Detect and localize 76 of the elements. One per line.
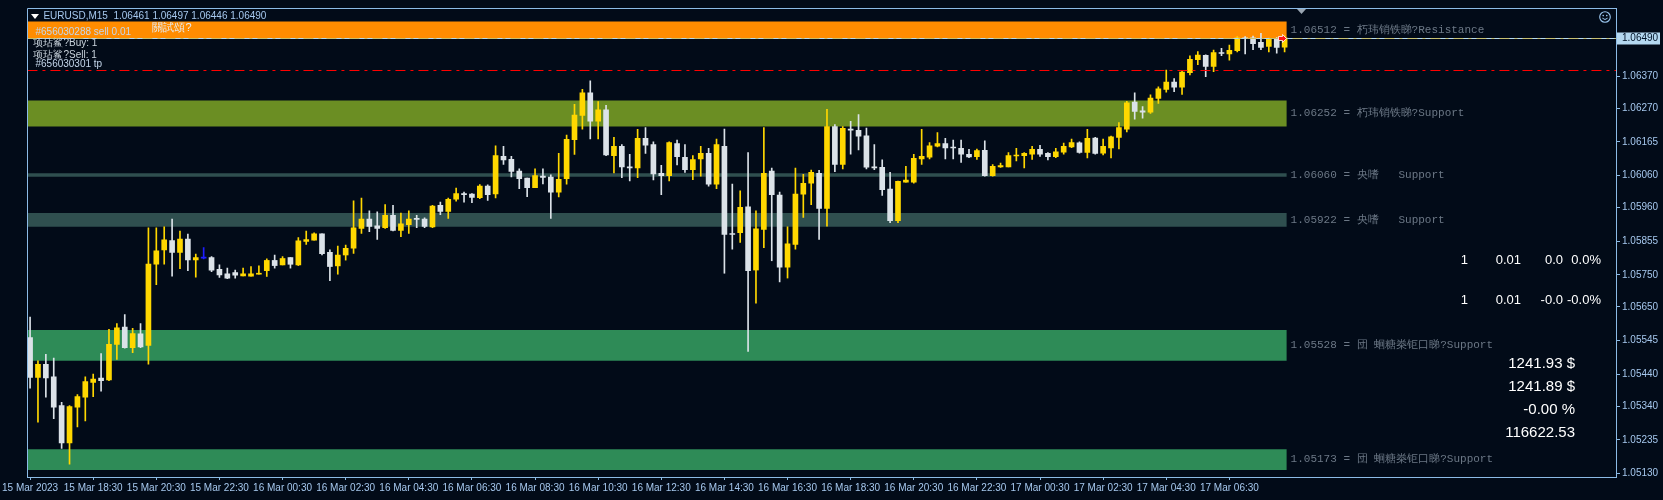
ref-line-label: #656030288 sell 0.01 <box>35 25 132 37</box>
candlestick <box>303 230 310 245</box>
y-tick-label: 1.05855 <box>1622 234 1659 246</box>
x-tick-label: 15 Mar 18:30 <box>63 481 124 493</box>
annotation: 關試頌? <box>152 21 192 34</box>
x-tick-label: 16 Mar 06:30 <box>442 481 502 493</box>
candlestick <box>153 227 160 286</box>
band-label: 1.05922 = 央嗜 Support <box>1290 212 1445 226</box>
x-tick-label: 15 Mar 20:30 <box>126 481 187 493</box>
candlestick <box>540 168 546 185</box>
annotation: 0.01 <box>1495 292 1521 308</box>
y-tick-label: 1.05750 <box>1622 268 1659 280</box>
y-tick-label: 1.06060 <box>1622 169 1659 181</box>
annotation: 1241.93 $ <box>1508 354 1576 372</box>
annotation: 0.01 <box>1495 251 1521 267</box>
candlestick <box>161 226 168 265</box>
y-tick-label: 1.06370 <box>1622 69 1659 81</box>
annotation: 项玷鲨?Buy: 1 <box>33 37 98 49</box>
candlestick <box>256 265 262 275</box>
y-tick-label: 1.05650 <box>1622 300 1659 312</box>
x-tick-label: 16 Mar 04:30 <box>379 481 439 493</box>
candlestick <box>90 373 97 397</box>
candlestick <box>374 211 381 240</box>
x-tick-label: 16 Mar 20:30 <box>884 481 944 493</box>
candlestick <box>98 353 104 392</box>
y-tick-label: 1.06270 <box>1622 102 1659 114</box>
y-tick-label: 1.06165 <box>1622 135 1659 147</box>
x-tick-label: 15 Mar 22:30 <box>189 481 250 493</box>
band-label: 1.05528 = 団 蛔糖桊钜口睇?Support <box>1290 338 1494 352</box>
candlestick <box>413 214 420 229</box>
x-tick-label: 15 Mar 2023 <box>2 481 59 493</box>
annotation: 0.0 <box>1544 251 1563 267</box>
x-tick-label: 16 Mar 02:30 <box>316 481 376 493</box>
y-tick-label: 1.05235 <box>1622 433 1659 445</box>
x-tick-label: 16 Mar 00:30 <box>253 481 313 493</box>
x-tick-label: 16 Mar 14:30 <box>694 481 755 493</box>
x-tick-label: 17 Mar 02:30 <box>1073 481 1134 493</box>
annotation: 1241.89 $ <box>1508 377 1576 395</box>
annotation: -0.0 <box>1540 292 1563 308</box>
annotation: 116622.53 <box>1505 423 1575 441</box>
candlestick <box>1021 152 1028 169</box>
y-tick-label: 1.05340 <box>1622 399 1659 411</box>
y-tick-label: 1.05440 <box>1622 367 1659 379</box>
annotation: 1 <box>1460 292 1468 308</box>
y-tick-label: 1.05960 <box>1622 201 1659 213</box>
annotation: -0.00 % <box>1523 400 1575 418</box>
y-tick-label: 1.05130 <box>1622 467 1659 479</box>
candlestick <box>405 210 412 234</box>
annotation: 0.0% <box>1571 251 1602 267</box>
band-label: 1.05173 = 団 蛔糖桊钜口睇?Support <box>1290 452 1494 466</box>
x-tick-label: 17 Mar 04:30 <box>1136 481 1197 493</box>
candlestick <box>169 218 175 277</box>
y-tick-label: 1.05545 <box>1622 334 1659 346</box>
chart-title: EURUSD,M15 1.06461 1.06497 1.06446 1.06490 <box>43 9 267 21</box>
annotation: 1 <box>1460 251 1468 267</box>
candlestick <box>729 183 736 250</box>
candlestick <box>658 164 665 196</box>
x-tick-label: 16 Mar 10:30 <box>568 481 629 493</box>
band-label: 1.06060 = 央嗜 Support <box>1290 167 1445 181</box>
annotation: 项玷鲨?Sell: 1 <box>33 48 98 60</box>
x-tick-label: 16 Mar 08:30 <box>505 481 565 493</box>
x-tick-label: 16 Mar 16:30 <box>758 481 818 493</box>
x-tick-label: 16 Mar 12:30 <box>631 481 692 493</box>
candlestick <box>192 253 199 278</box>
annotation: -0.0% <box>1567 292 1602 308</box>
x-tick-label: 16 Mar 18:30 <box>821 481 881 493</box>
candlestick <box>35 360 41 423</box>
ref-line-label: 1.06490 <box>1622 32 1659 44</box>
candlestick <box>697 146 704 177</box>
candlestick <box>800 173 807 218</box>
band-label: 1.06512 = 朽玮销铁睇?Resistance <box>1290 23 1485 37</box>
candlestick <box>903 165 909 183</box>
band-label: 1.06252 = 朽玮销铁睇?Support <box>1290 106 1465 120</box>
x-tick-label: 17 Mar 06:30 <box>1199 481 1260 493</box>
x-tick-label: 16 Mar 22:30 <box>947 481 1007 493</box>
x-tick-label: 17 Mar 00:30 <box>1010 481 1070 493</box>
